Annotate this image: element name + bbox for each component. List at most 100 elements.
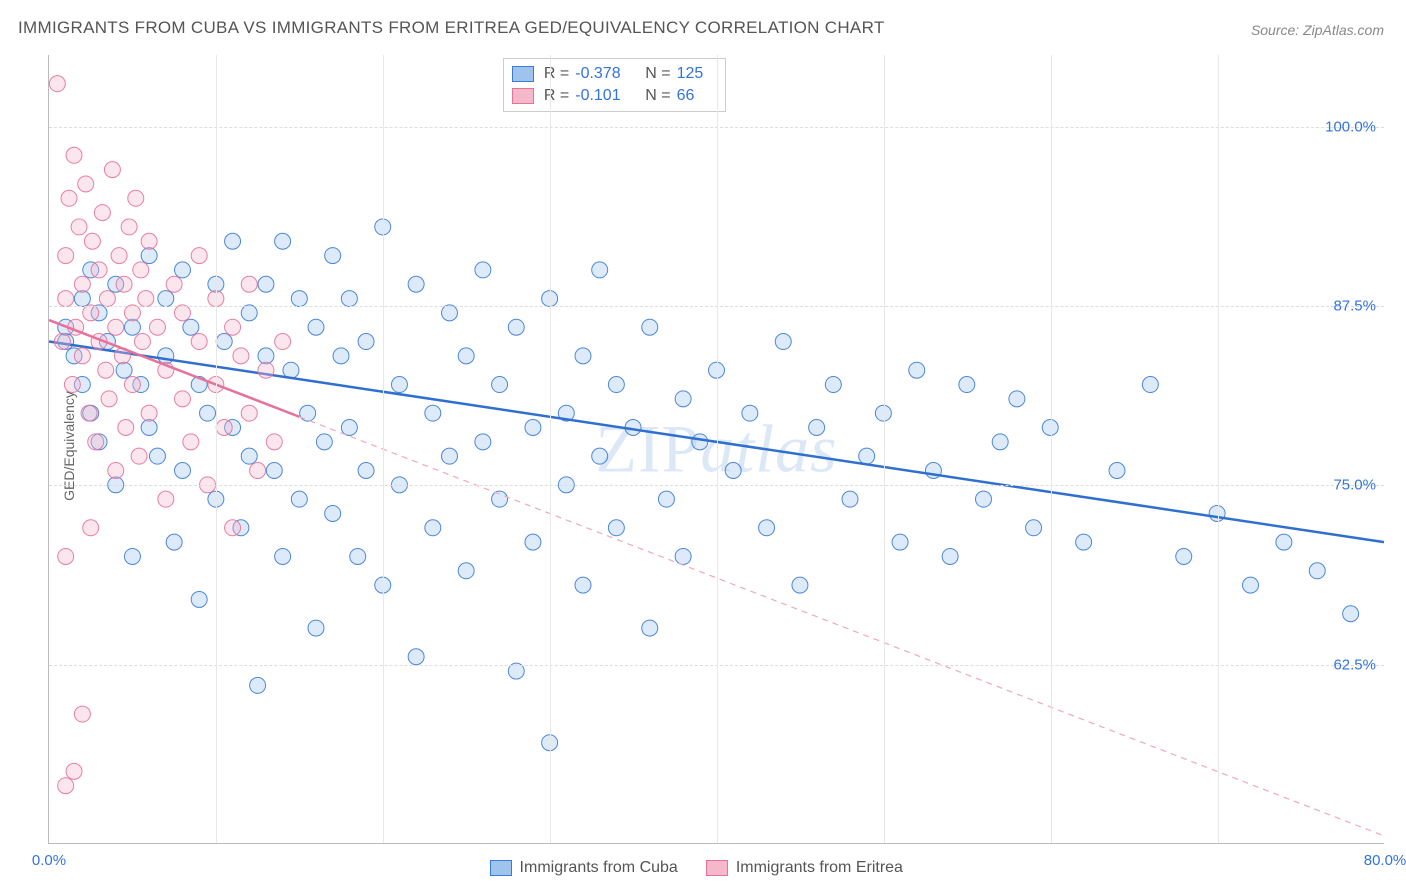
scatter-point bbox=[275, 548, 291, 564]
scatter-point bbox=[608, 520, 624, 536]
scatter-point bbox=[408, 276, 424, 292]
scatter-point bbox=[458, 348, 474, 364]
scatter-point bbox=[809, 420, 825, 436]
scatter-point bbox=[575, 577, 591, 593]
scatter-point bbox=[992, 434, 1008, 450]
scatter-point bbox=[592, 448, 608, 464]
scatter-point bbox=[275, 334, 291, 350]
scatter-point bbox=[121, 219, 137, 235]
scatter-point bbox=[61, 190, 77, 206]
scatter-point bbox=[134, 334, 150, 350]
legend-stat-row: R =-0.101N =66 bbox=[512, 85, 717, 107]
scatter-point bbox=[241, 405, 257, 421]
scatter-point bbox=[116, 362, 132, 378]
scatter-point bbox=[333, 348, 349, 364]
scatter-point bbox=[241, 276, 257, 292]
scatter-point bbox=[825, 377, 841, 393]
scatter-point bbox=[258, 362, 274, 378]
scatter-point bbox=[1243, 577, 1259, 593]
scatter-point bbox=[74, 291, 90, 307]
scatter-point bbox=[124, 377, 140, 393]
scatter-point bbox=[1276, 534, 1292, 550]
stat-r-value: -0.101 bbox=[575, 87, 635, 105]
correlation-legend: R =-0.378N =125R =-0.101N =66 bbox=[503, 58, 726, 112]
scatter-point bbox=[141, 420, 157, 436]
scatter-point bbox=[725, 463, 741, 479]
scatter-point bbox=[525, 534, 541, 550]
scatter-point bbox=[241, 305, 257, 321]
scatter-point bbox=[942, 548, 958, 564]
scatter-point bbox=[58, 248, 74, 264]
scatter-point bbox=[675, 548, 691, 564]
scatter-point bbox=[49, 76, 65, 92]
scatter-point bbox=[233, 348, 249, 364]
legend-label: Immigrants from Eritrea bbox=[736, 859, 903, 877]
scatter-point bbox=[108, 319, 124, 335]
scatter-point bbox=[792, 577, 808, 593]
y-tick-label: 100.0% bbox=[1325, 118, 1376, 135]
scatter-point bbox=[525, 420, 541, 436]
scatter-point bbox=[91, 262, 107, 278]
scatter-point bbox=[175, 391, 191, 407]
scatter-point bbox=[101, 391, 117, 407]
scatter-point bbox=[166, 534, 182, 550]
legend-item: Immigrants from Cuba bbox=[490, 859, 678, 877]
scatter-point bbox=[58, 778, 74, 794]
legend-stat-row: R =-0.378N =125 bbox=[512, 63, 717, 85]
scatter-point bbox=[266, 434, 282, 450]
scatter-point bbox=[275, 233, 291, 249]
scatter-point bbox=[250, 463, 266, 479]
scatter-point bbox=[350, 548, 366, 564]
scatter-point bbox=[99, 291, 115, 307]
legend-swatch bbox=[512, 66, 534, 82]
scatter-point bbox=[241, 448, 257, 464]
stat-n-value: 125 bbox=[677, 65, 717, 83]
scatter-point bbox=[111, 248, 127, 264]
scatter-point bbox=[358, 334, 374, 350]
scatter-point bbox=[191, 591, 207, 607]
scatter-point bbox=[658, 491, 674, 507]
x-tick-label: 80.0% bbox=[1364, 852, 1406, 869]
scatter-point bbox=[158, 291, 174, 307]
legend-swatch bbox=[512, 88, 534, 104]
scatter-point bbox=[225, 319, 241, 335]
scatter-point bbox=[842, 491, 858, 507]
scatter-point bbox=[291, 291, 307, 307]
scatter-point bbox=[308, 319, 324, 335]
scatter-point bbox=[475, 262, 491, 278]
legend-label: Immigrants from Cuba bbox=[520, 859, 678, 877]
scatter-point bbox=[191, 334, 207, 350]
scatter-point bbox=[183, 434, 199, 450]
scatter-point bbox=[1109, 463, 1125, 479]
legend-swatch bbox=[706, 860, 728, 876]
scatter-point bbox=[74, 276, 90, 292]
scatter-point bbox=[131, 448, 147, 464]
scatter-point bbox=[325, 248, 341, 264]
scatter-point bbox=[54, 334, 70, 350]
scatter-point bbox=[138, 291, 154, 307]
scatter-point bbox=[225, 520, 241, 536]
scatter-point bbox=[266, 463, 282, 479]
stat-n-label: N = bbox=[645, 87, 670, 105]
scatter-point bbox=[166, 276, 182, 292]
gridline-vertical bbox=[717, 55, 718, 843]
stat-n-value: 66 bbox=[677, 87, 717, 105]
trend-line-dashed bbox=[299, 417, 1384, 836]
scatter-point bbox=[216, 334, 232, 350]
scatter-point bbox=[149, 319, 165, 335]
scatter-point bbox=[104, 162, 120, 178]
scatter-point bbox=[300, 405, 316, 421]
scatter-point bbox=[83, 520, 99, 536]
scatter-point bbox=[74, 706, 90, 722]
scatter-point bbox=[175, 262, 191, 278]
gridline-vertical bbox=[383, 55, 384, 843]
scatter-point bbox=[98, 362, 114, 378]
scatter-point bbox=[492, 377, 508, 393]
stat-n-label: N = bbox=[645, 65, 670, 83]
scatter-point bbox=[592, 262, 608, 278]
stat-r-label: R = bbox=[544, 65, 569, 83]
scatter-point bbox=[316, 434, 332, 450]
legend-swatch bbox=[490, 860, 512, 876]
scatter-point bbox=[71, 219, 87, 235]
scatter-point bbox=[1026, 520, 1042, 536]
